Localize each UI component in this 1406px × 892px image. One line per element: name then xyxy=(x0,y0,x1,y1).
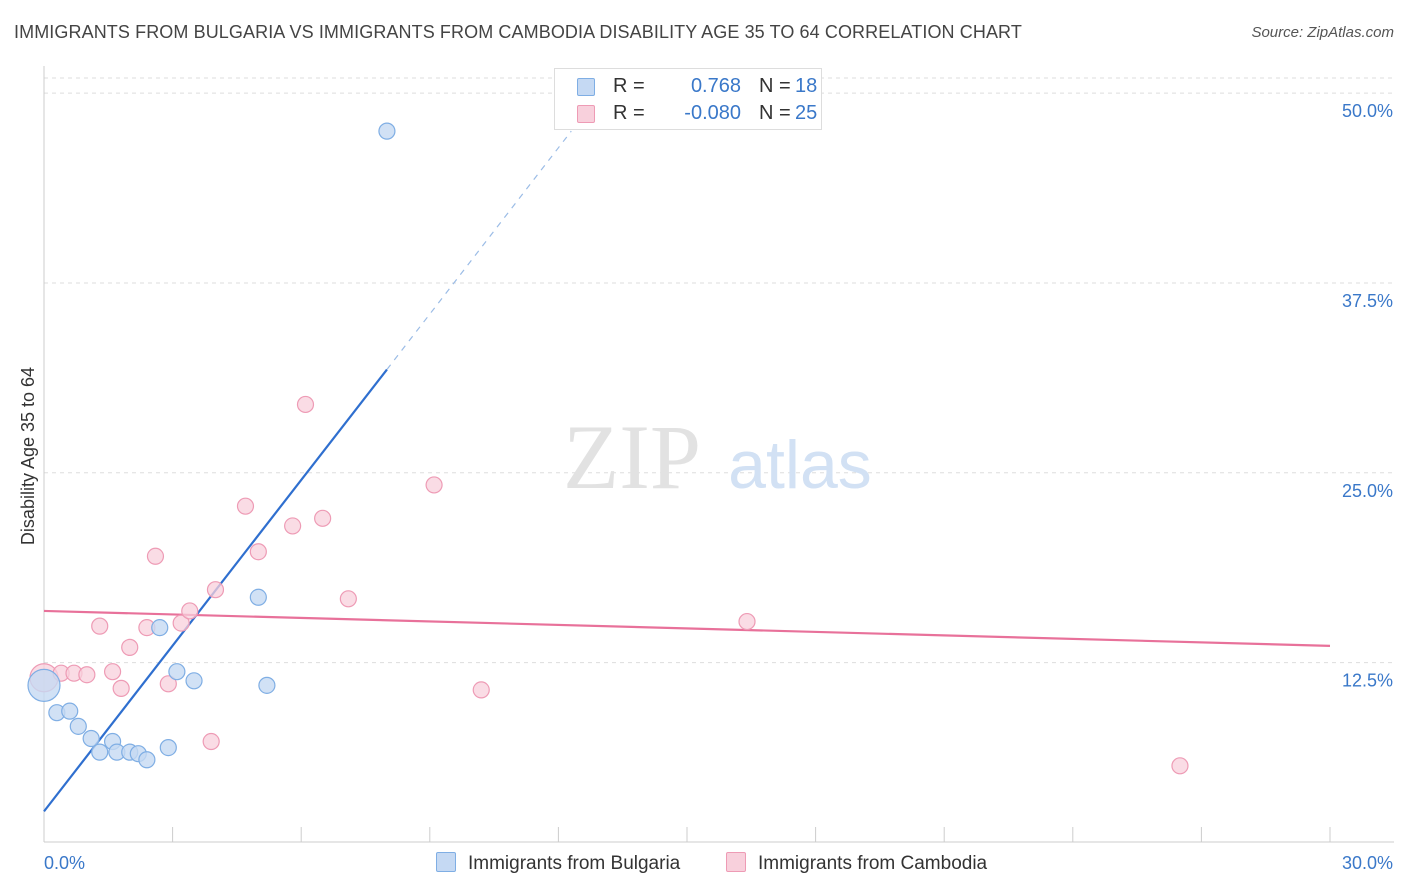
y-tick-label: 25.0% xyxy=(1342,481,1393,501)
chart-title: IMMIGRANTS FROM BULGARIA VS IMMIGRANTS F… xyxy=(14,22,1022,42)
cambodia-point xyxy=(339,590,357,608)
cambodia-point xyxy=(112,679,130,697)
watermark-atlas: atlas xyxy=(728,427,872,503)
legend-swatch-cambodia xyxy=(577,105,595,123)
legend-r-value: 0.768 xyxy=(690,75,741,97)
cambodia-point xyxy=(181,602,199,620)
cambodia-trend-line xyxy=(43,609,1331,647)
gridlines xyxy=(44,77,1394,664)
cambodia-point xyxy=(738,612,756,631)
cambodia-point xyxy=(425,476,443,494)
cambodia-point xyxy=(284,517,302,535)
legend-n-value: 18 xyxy=(795,75,818,97)
cambodia-point xyxy=(146,547,165,565)
cambodia-point xyxy=(159,675,177,693)
bulgaria-point xyxy=(249,588,267,606)
x-tick-label: 0.0% xyxy=(44,853,85,873)
cambodia-point xyxy=(1171,757,1189,775)
data-points xyxy=(27,122,1189,775)
y-tick-label: 37.5% xyxy=(1342,291,1393,311)
cambodia-point xyxy=(472,681,490,699)
cambodia-point xyxy=(206,581,225,599)
legend-n-label: N = xyxy=(759,75,791,97)
cambodia-point xyxy=(91,617,109,635)
series-label-cambodia: Immigrants from Cambodia xyxy=(758,853,988,874)
cambodia-point xyxy=(202,732,220,751)
y-axis-label: Disability Age 35 to 64 xyxy=(18,367,38,545)
bulgaria-point xyxy=(151,619,169,637)
cambodia-point xyxy=(121,638,139,656)
watermark-zip: ZIP xyxy=(563,406,701,508)
axes xyxy=(43,66,1394,843)
legend-n-label: N = xyxy=(759,102,791,124)
cambodia-point xyxy=(103,663,122,681)
legend-r-label: R = xyxy=(613,75,645,97)
series-swatch-cambodia xyxy=(726,852,746,872)
y-tick-label: 50.0% xyxy=(1342,101,1393,121)
series-legend-bulgaria: Immigrants from Bulgaria xyxy=(436,852,680,875)
x-tick-label: 30.0% xyxy=(1342,853,1393,873)
cambodia-point xyxy=(249,543,267,561)
cambodia-point xyxy=(78,666,96,684)
bulgaria-point xyxy=(82,729,100,748)
bulgaria-point xyxy=(378,122,396,140)
cambodia-point xyxy=(236,497,255,515)
series-swatch-bulgaria xyxy=(436,852,456,872)
cambodia-point xyxy=(296,395,315,414)
y-tick-label: 12.5% xyxy=(1342,671,1393,691)
legend-r-label: R = xyxy=(613,102,645,124)
bulgaria-point xyxy=(69,717,87,735)
bulgaria-point xyxy=(185,672,203,690)
watermark: ZIP atlas xyxy=(563,406,872,508)
bulgaria-point xyxy=(159,738,177,757)
bulgaria-point xyxy=(168,663,186,681)
correlation-legend: R = 0.768 N = 18 R = -0.080 N = 25 xyxy=(554,68,822,130)
bulgaria-point xyxy=(258,676,276,694)
bulgaria-point xyxy=(27,668,61,702)
cambodia-point xyxy=(172,614,190,632)
legend-n-value: 25 xyxy=(795,102,818,124)
series-label-bulgaria: Immigrants from Bulgaria xyxy=(468,853,681,874)
bulgaria-trend-extension xyxy=(386,130,572,370)
tick-labels: 12.5% 25.0% 37.5% 50.0% 0.0% 30.0% xyxy=(44,101,1393,873)
cambodia-point xyxy=(314,509,332,527)
legend-swatch-bulgaria xyxy=(577,78,595,96)
source-label: Source: ZipAtlas.com xyxy=(1251,24,1394,41)
series-legend-cambodia: Immigrants from Cambodia xyxy=(726,852,987,875)
legend-r-value: -0.080 xyxy=(684,102,741,124)
bulgaria-point xyxy=(61,702,79,720)
bulgaria-point xyxy=(91,743,109,761)
bulgaria-point xyxy=(138,751,156,769)
